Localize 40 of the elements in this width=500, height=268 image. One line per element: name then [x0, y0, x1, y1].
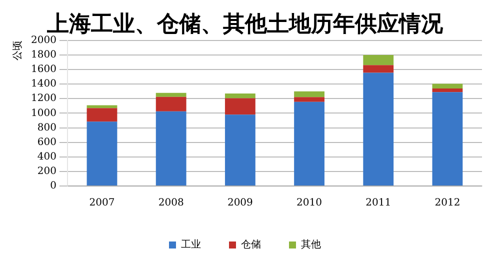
bar	[156, 111, 186, 186]
bar	[363, 72, 394, 186]
bar	[432, 88, 463, 92]
x-tick-label: 2012	[434, 198, 460, 209]
legend-label: 仓储	[241, 238, 261, 251]
bar	[224, 94, 256, 98]
bar	[432, 92, 463, 186]
bar	[156, 96, 186, 112]
bar	[363, 65, 394, 73]
bar	[294, 91, 324, 98]
y-tick-label: 400	[37, 151, 56, 162]
x-tick-label: 2008	[158, 198, 184, 209]
bar	[432, 84, 463, 88]
bar	[86, 108, 118, 122]
x-tick-label: 2010	[296, 198, 322, 209]
y-axis-title: 公顷	[12, 40, 24, 60]
y-tick-label: 1000	[30, 108, 56, 119]
legend-label: 工业	[181, 238, 201, 251]
y-tick-label: 0	[50, 180, 56, 192]
y-tick-label: 1600	[30, 64, 56, 76]
x-tick-label: 2011	[366, 198, 392, 209]
bar	[294, 102, 324, 186]
x-tick-label: 2007	[89, 198, 115, 209]
y-tick-label: 1200	[30, 93, 56, 104]
x-tick-label: 2009	[227, 198, 253, 209]
y-tick-label: 600	[37, 136, 56, 148]
bar	[224, 98, 256, 115]
y-tick-label: 1400	[30, 78, 56, 90]
legend-label: 其他	[301, 238, 321, 251]
y-tick-label: 1800	[30, 50, 56, 61]
y-tick-label: 800	[37, 122, 56, 134]
y-tick-label: 2000	[30, 34, 56, 46]
chart-title: 上海工业、仓储、其他土地历年供应情况	[46, 10, 444, 37]
bar	[294, 97, 324, 102]
bar	[156, 92, 186, 97]
y-tick-label: 200	[37, 166, 56, 178]
bar	[224, 114, 256, 186]
bar	[86, 105, 118, 108]
bar	[86, 122, 118, 186]
bar	[363, 54, 394, 66]
